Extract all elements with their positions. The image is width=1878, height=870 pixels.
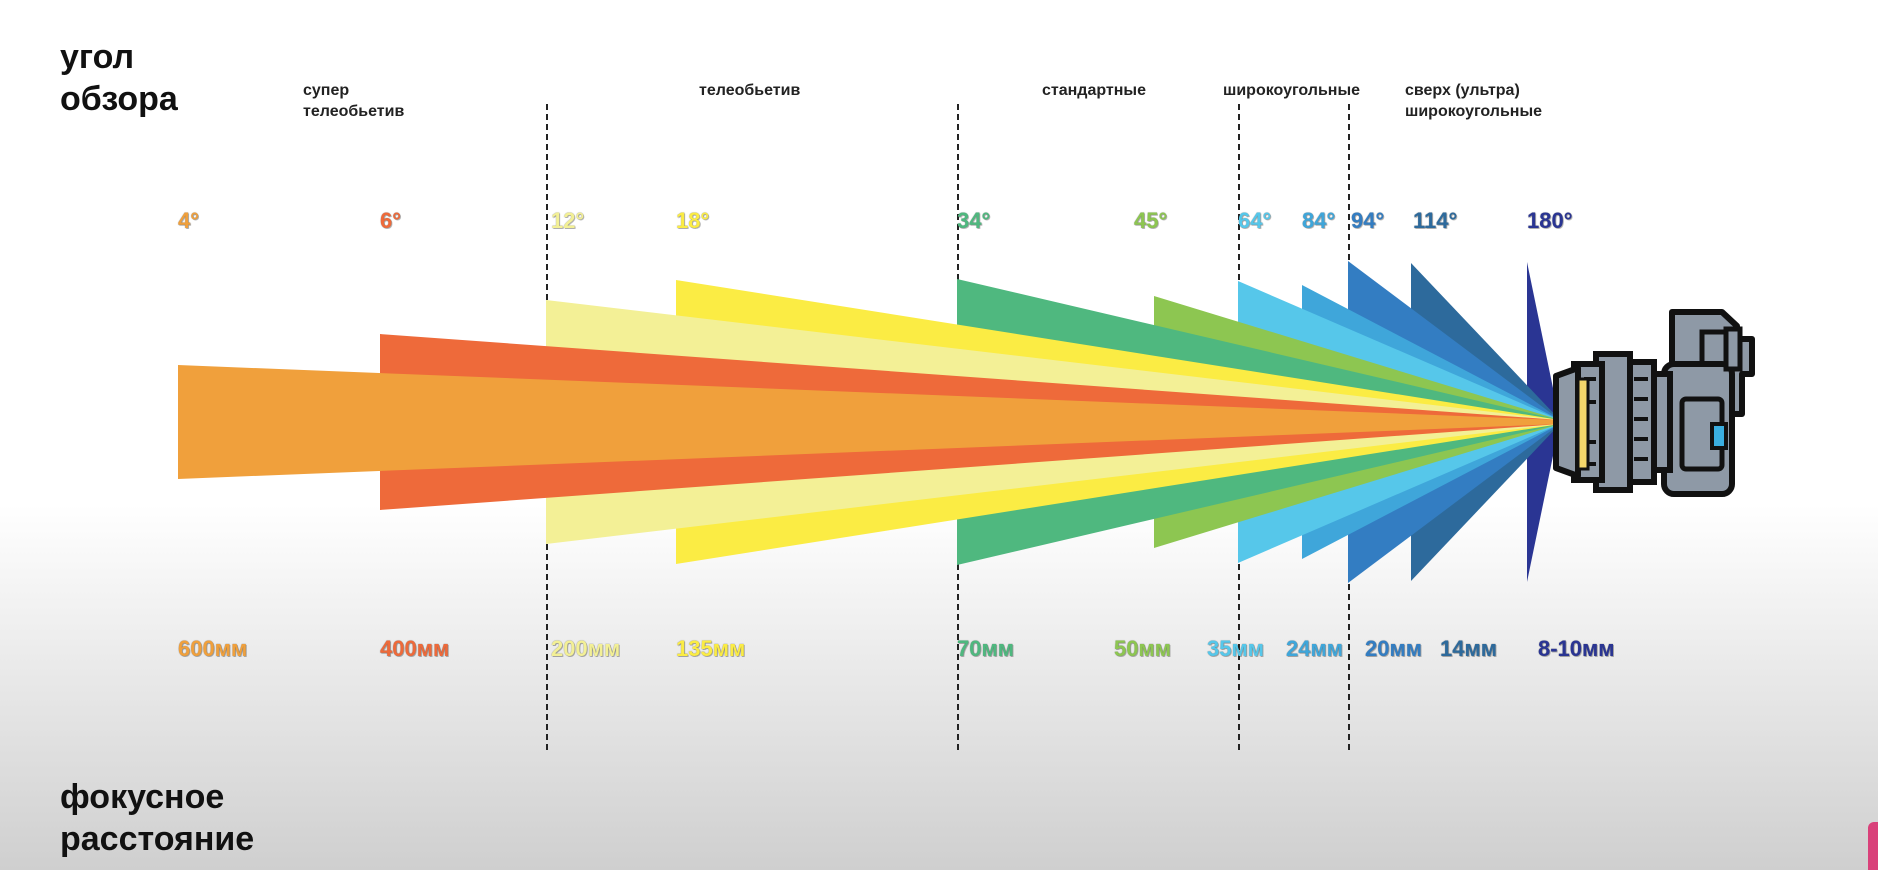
focal-axis-title: фокусное расстояние (60, 778, 255, 858)
focal-label-20: 20мм (1365, 636, 1423, 661)
focal-label-8-10: 8-10мм (1538, 636, 1615, 661)
angle-label-84: 84° (1302, 208, 1336, 233)
corner-mark (1868, 822, 1878, 870)
angle-axis-title: угол обзора (60, 38, 178, 118)
focal-label-24: 24мм (1286, 636, 1344, 661)
focal-label-400: 400мм (380, 636, 450, 661)
beam-600 (178, 365, 1560, 479)
angle-label-64: 64° (1238, 208, 1272, 233)
angle-label-6: 6° (380, 208, 402, 233)
category-tele: телеобьетив (699, 82, 801, 99)
focal-label-50: 50мм (1114, 636, 1172, 661)
focal-label-200: 200мм (551, 636, 621, 661)
focal-label-14: 14мм (1440, 636, 1498, 661)
angle-label-114: 114° (1413, 208, 1458, 233)
category-super-tele: супер телеобьетив (303, 82, 405, 120)
angle-label-180: 180° (1527, 208, 1573, 233)
angle-label-34: 34° (957, 208, 991, 233)
angle-label-4: 4° (178, 208, 200, 233)
camera-icon (1553, 309, 1755, 497)
angle-label-18: 18° (676, 208, 710, 233)
category-ultra-wide: сверх (ультра) широкоугольные (1405, 82, 1543, 120)
angle-label-94: 94° (1351, 208, 1385, 233)
category-wide: широкоугольные (1223, 82, 1361, 99)
focal-label-135: 135мм (676, 636, 746, 661)
focal-label-70: 70мм (957, 636, 1015, 661)
angle-label-12: 12° (551, 208, 585, 233)
angle-label-45: 45° (1134, 208, 1168, 233)
focal-label-600: 600мм (178, 636, 248, 661)
category-standard: стандартные (1042, 82, 1146, 99)
focal-label-35: 35мм (1207, 636, 1265, 661)
